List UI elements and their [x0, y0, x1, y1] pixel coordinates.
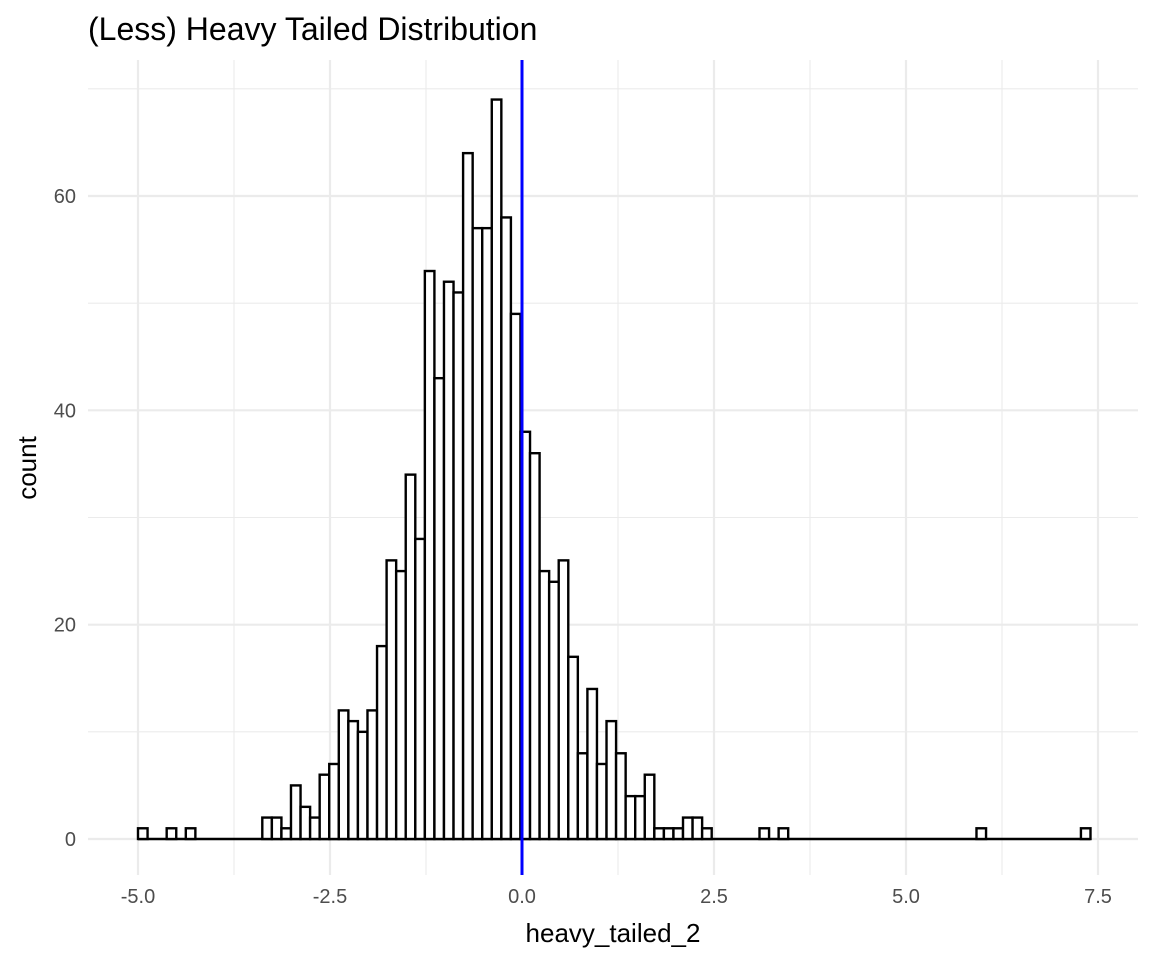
y-axis-title: count [12, 435, 42, 499]
histogram-bar [347, 719, 360, 841]
histogram-bar [662, 827, 675, 841]
histogram-bar [500, 216, 513, 841]
histogram-bar [356, 730, 369, 841]
histogram-bar [375, 644, 388, 841]
histogram-bar [586, 687, 599, 841]
histogram-bar [299, 805, 312, 841]
x-axis-title: heavy_tailed_2 [526, 918, 701, 948]
y-tick-label: 0 [65, 829, 76, 851]
histogram-bar [289, 784, 302, 841]
histogram-bar [270, 816, 283, 841]
histogram-bar [672, 827, 685, 841]
histogram-bar [624, 794, 637, 841]
histogram-bar [567, 655, 580, 841]
histogram-bar [394, 569, 407, 841]
histogram-bar [165, 827, 178, 841]
histogram-bar [634, 794, 646, 841]
histogram-bar [328, 762, 340, 841]
y-axis-ticks: 0 20 40 60 [54, 186, 76, 851]
histogram-bar [975, 827, 988, 841]
histogram-bar [557, 559, 570, 841]
histogram-bar [414, 537, 427, 841]
histogram-bar [308, 816, 321, 841]
histogram-bar [758, 827, 771, 841]
histogram-bar [1079, 827, 1092, 841]
histogram-bar [261, 816, 274, 841]
x-tick-label: 2.5 [700, 886, 728, 908]
histogram-bar [777, 827, 790, 841]
x-tick-label: -5.0 [121, 886, 155, 908]
chart-title: (Less) Heavy Tailed Distribution [88, 11, 537, 47]
histogram-bar [538, 569, 551, 841]
histogram-bar [691, 816, 704, 841]
histogram-bar [423, 269, 436, 841]
histogram-bar [700, 827, 713, 841]
histogram-bar [681, 816, 694, 841]
x-tick-label: -2.5 [313, 886, 347, 908]
x-axis-ticks: -5.0 -2.5 0.0 2.5 5.0 7.5 [121, 886, 1112, 908]
x-tick-label: 5.0 [892, 886, 920, 908]
histogram-bar [404, 473, 417, 841]
histogram-bar [614, 752, 627, 841]
y-tick-label: 60 [54, 186, 76, 208]
y-tick-label: 20 [54, 615, 76, 637]
histogram-bar [366, 709, 379, 841]
histogram-bar [433, 376, 446, 841]
histogram-bar [528, 452, 541, 841]
histogram-bar [318, 773, 331, 841]
x-tick-label: 7.5 [1084, 886, 1112, 908]
histogram-bar [452, 291, 465, 841]
histogram-bar [490, 98, 503, 841]
histogram-bar [471, 226, 484, 841]
histogram-bar [184, 827, 197, 841]
histogram-bar [280, 827, 293, 841]
histogram-bar [337, 709, 350, 841]
histogram-bar [136, 827, 149, 841]
histogram-bar [385, 559, 398, 841]
histogram-bar [442, 280, 455, 841]
histogram-bar [595, 762, 608, 841]
histogram-bar [605, 719, 618, 841]
histogram-bar [643, 773, 656, 841]
histogram-bar [576, 752, 589, 841]
histogram-bar [461, 151, 474, 841]
histogram-bar [547, 580, 560, 841]
histogram-bar [653, 827, 666, 841]
histogram-bar [481, 226, 493, 841]
histogram-bar [509, 312, 522, 841]
histogram-bars [136, 98, 1092, 841]
x-tick-label: 0.0 [508, 886, 536, 908]
y-tick-label: 40 [54, 400, 76, 422]
